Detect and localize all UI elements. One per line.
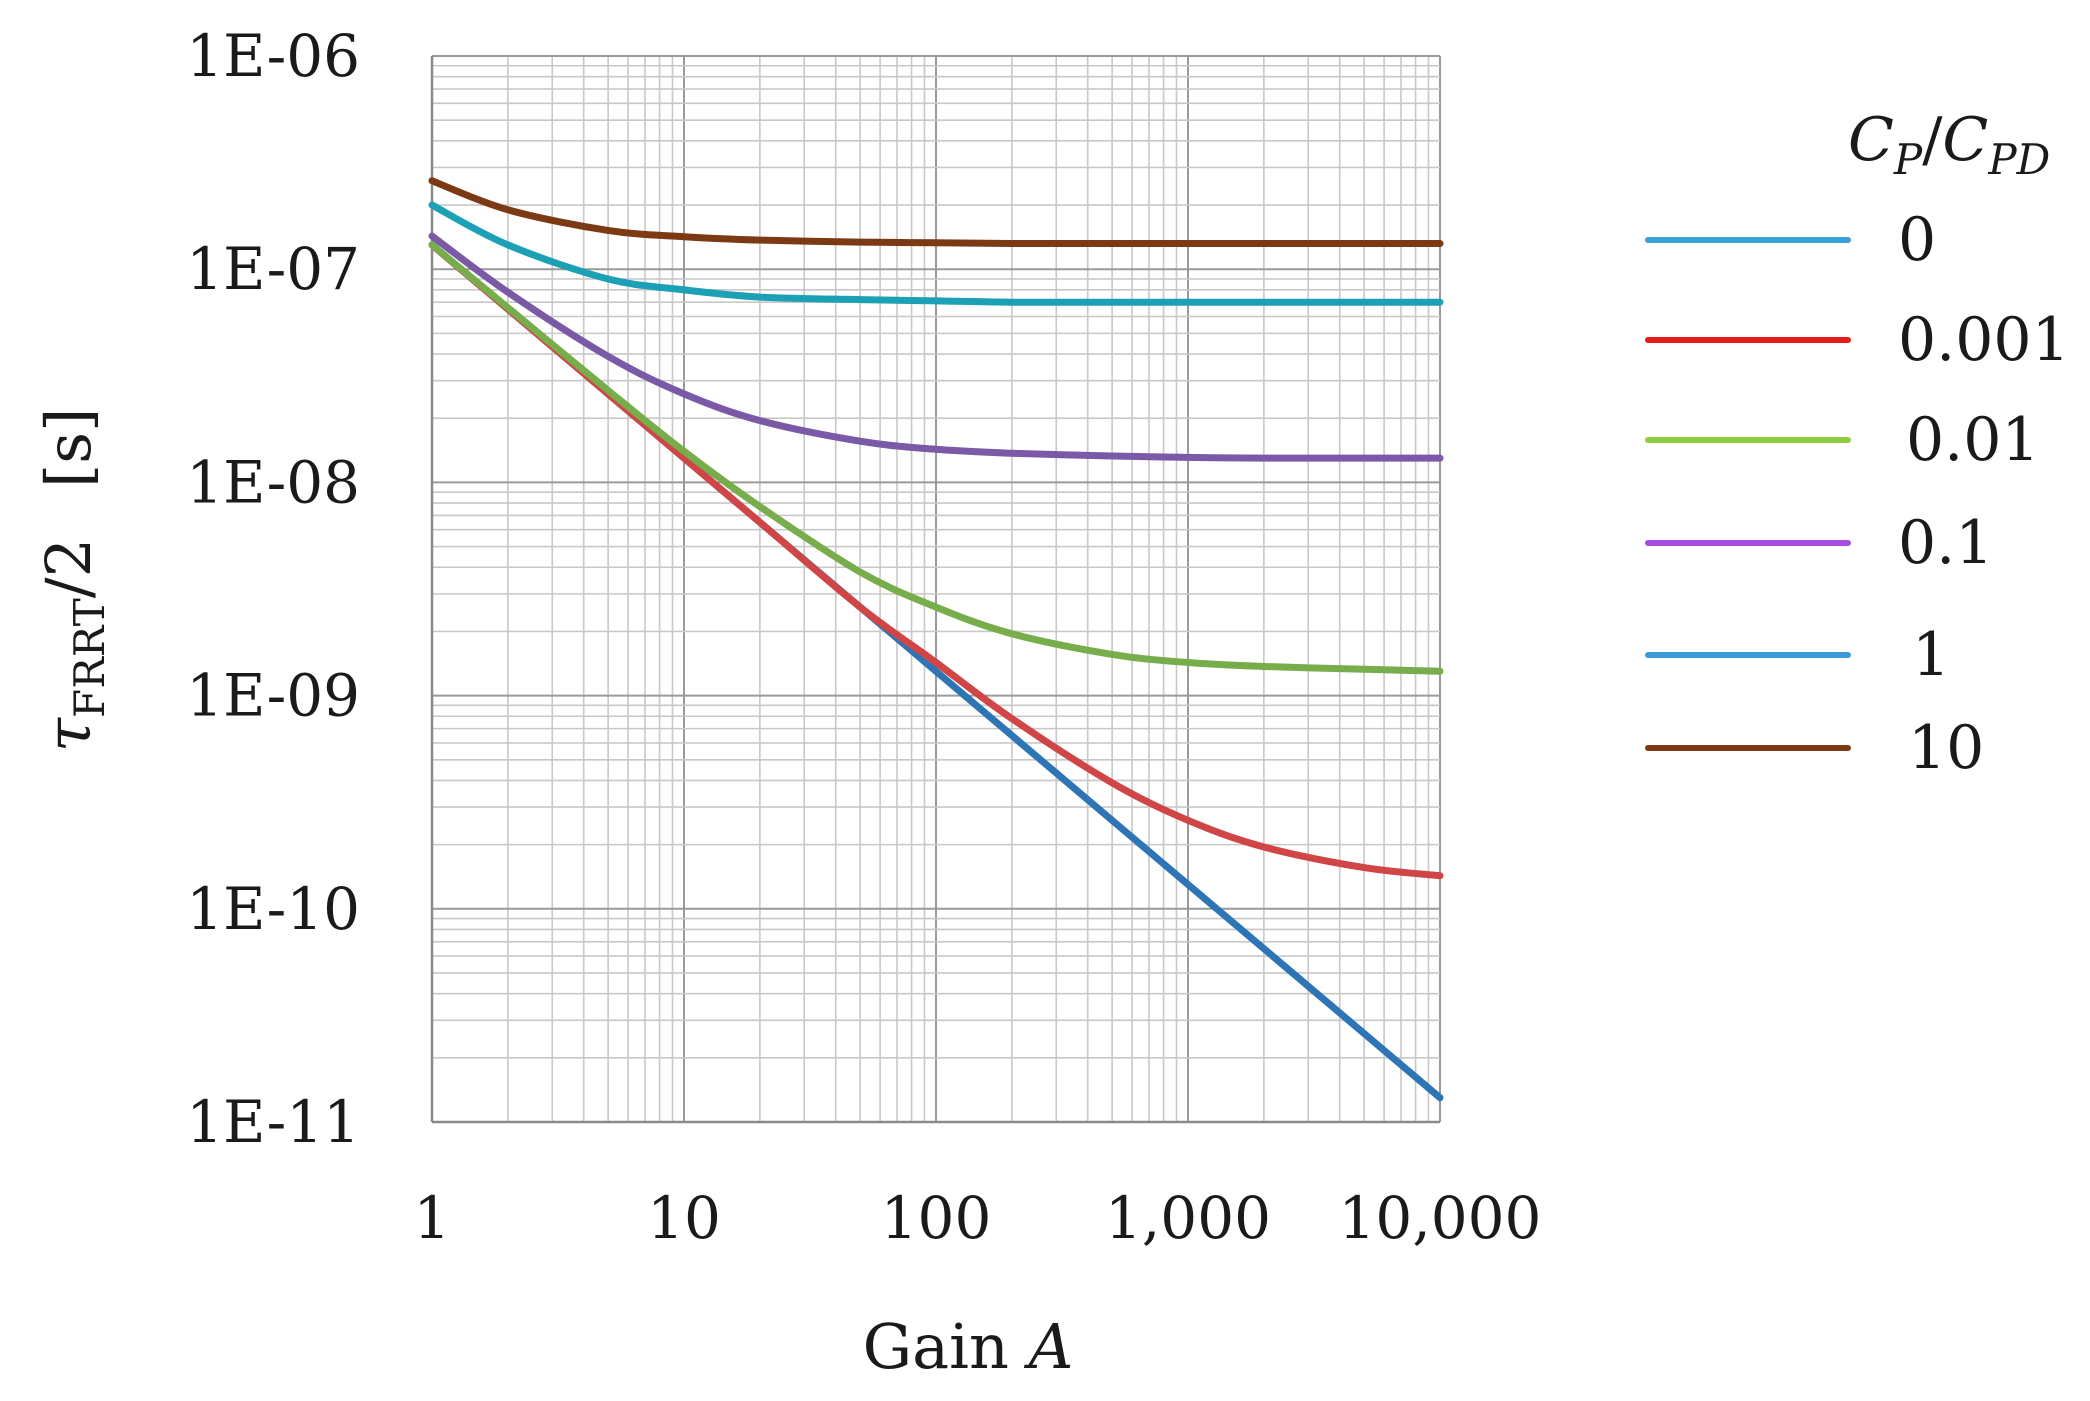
y-axis-label: τFRRT/2 [s] bbox=[32, 408, 114, 753]
legend-label: 10 bbox=[1908, 713, 1984, 783]
legend-label: 0 bbox=[1898, 205, 1936, 275]
y-tick-label: 1E-07 bbox=[186, 235, 360, 303]
legend-label: 0.1 bbox=[1898, 508, 1993, 578]
y-tick-label: 1E-09 bbox=[186, 662, 360, 730]
x-axis-label-var: A bbox=[1024, 1310, 1074, 1383]
legend-title-s1: P bbox=[1893, 135, 1923, 184]
tick-labels: 1 10 100 1,000 10,000 1E-06 1E-07 1E-08 1E-09 1E-… bbox=[186, 22, 1541, 1252]
series-line-1 bbox=[428, 201, 1444, 306]
svg-text:τFRRT/2[s]: τFRRT/2 [s] bbox=[32, 408, 114, 753]
series-lines bbox=[428, 177, 1444, 1102]
series-line-0-01 bbox=[428, 241, 1444, 675]
legend-title-c1: C bbox=[1848, 105, 1894, 175]
y-axis-unit: [s] bbox=[32, 408, 105, 488]
legend-label: 0.01 bbox=[1906, 405, 2040, 475]
y-axis-suffix: /2 bbox=[32, 538, 105, 598]
y-tick-label: 1E-06 bbox=[186, 22, 360, 90]
legend-label: 1 bbox=[1912, 620, 1950, 690]
x-axis-label-text: Gain bbox=[863, 1310, 1029, 1383]
series-line-10 bbox=[428, 177, 1444, 248]
y-axis-symbol: τ bbox=[32, 716, 105, 752]
series-line-0-1 bbox=[428, 232, 1444, 462]
y-tick-label: 1E-10 bbox=[186, 875, 360, 943]
x-tick-label: 10,000 bbox=[1339, 1184, 1542, 1252]
x-tick-label: 1 bbox=[414, 1184, 451, 1252]
legend-title-c2: C bbox=[1942, 105, 1988, 175]
legend-label: 0.001 bbox=[1898, 305, 2070, 375]
legend-title-s2: PD bbox=[1987, 135, 2050, 184]
x-tick-label: 10 bbox=[647, 1184, 721, 1252]
y-tick-label: 1E-11 bbox=[186, 1088, 360, 1156]
x-tick-label: 1,000 bbox=[1105, 1184, 1271, 1252]
y-axis-subscript: FRRT bbox=[65, 598, 114, 718]
legend-items: 0 0.001 0.01 0.1 1 10 bbox=[1645, 205, 2070, 783]
legend-title: CP/CPD bbox=[1848, 105, 2050, 184]
x-axis-label: Gain A bbox=[863, 1310, 1074, 1383]
x-tick-label: 100 bbox=[881, 1184, 992, 1252]
y-tick-label: 1E-08 bbox=[186, 448, 360, 516]
legend-title-slash: / bbox=[1922, 105, 1943, 175]
